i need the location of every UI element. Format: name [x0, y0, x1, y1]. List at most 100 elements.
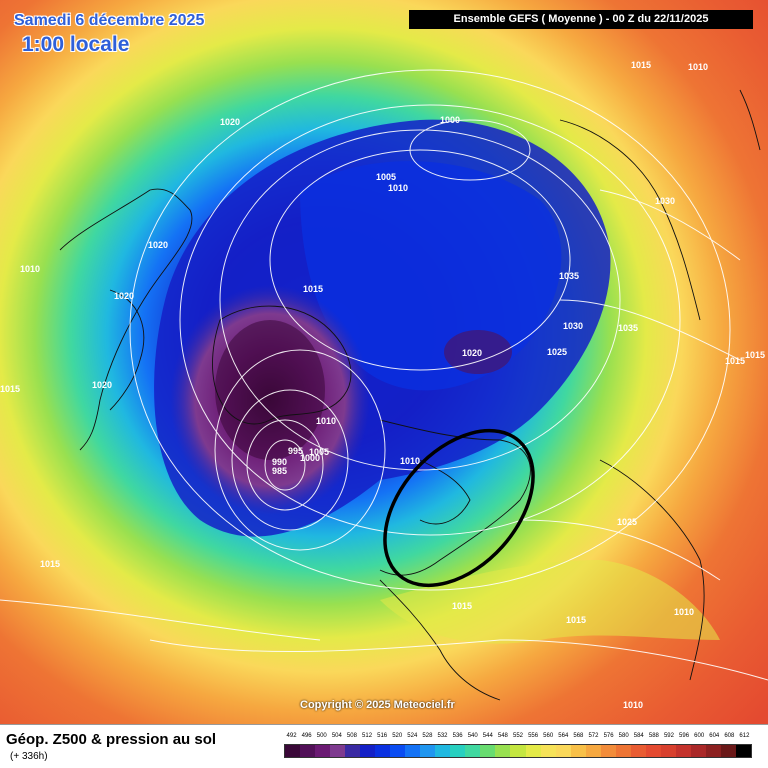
color-scale-labels: 492 496 500 504 508 512 516 520 524 528 532 536 540 5… — [284, 733, 752, 743]
isobar-label: 1025 — [617, 517, 637, 527]
isobar-label: 1010 — [20, 264, 40, 274]
scale-label: 544 — [482, 733, 493, 739]
scale-swatch — [600, 745, 616, 757]
scale-label: 504 — [331, 733, 342, 739]
europe-ridge — [380, 560, 720, 644]
scale-label: 500 — [316, 733, 327, 739]
scale-swatch — [645, 745, 661, 757]
scale-swatch — [450, 745, 466, 757]
isobar-label: 1015 — [631, 60, 651, 70]
forecast-date: Samedi 6 décembre 2025 — [14, 12, 205, 29]
scale-swatch — [660, 745, 676, 757]
isobar-label: 1015 — [725, 356, 745, 366]
scale-swatch — [615, 745, 631, 757]
scale-swatch — [735, 745, 751, 757]
scale-label: 564 — [558, 733, 569, 739]
scale-swatch — [330, 745, 346, 757]
highlight-ellipse — [383, 428, 535, 588]
isobar-label: 1015 — [303, 284, 323, 294]
scale-swatch — [525, 745, 541, 757]
scale-swatch — [585, 745, 601, 757]
scale-swatch — [495, 745, 511, 757]
isobar-label: 990 — [272, 457, 287, 467]
isobar-label: 1035 — [559, 271, 579, 281]
scale-label: 540 — [467, 733, 478, 739]
scale-label: 576 — [603, 733, 614, 739]
scale-label: 580 — [618, 733, 629, 739]
isobar-label: 1010 — [316, 416, 336, 426]
scale-label: 608 — [724, 733, 735, 739]
isobar-label: 1005 — [376, 172, 396, 182]
isobar-label: 1020 — [462, 348, 482, 358]
scale-swatch — [435, 745, 451, 757]
scale-swatch — [315, 745, 331, 757]
legend-bar: Géop. Z500 & pression au sol (+ 336h) 49… — [0, 724, 768, 768]
scale-swatch — [420, 745, 436, 757]
trough-center — [215, 320, 325, 460]
scale-swatch — [510, 745, 526, 757]
scale-label: 588 — [648, 733, 659, 739]
scale-swatch — [345, 745, 361, 757]
scale-label: 548 — [497, 733, 508, 739]
scale-label: 556 — [528, 733, 539, 739]
forecast-local-time: 1:00 locale — [22, 33, 130, 56]
scale-label: 560 — [543, 733, 554, 739]
scale-label: 596 — [679, 733, 690, 739]
isobar-label: 1015 — [40, 559, 60, 569]
lead-time: (+ 336h) — [10, 751, 48, 762]
scale-label: 568 — [573, 733, 584, 739]
isobar-label: 1020 — [148, 240, 168, 250]
scale-label: 512 — [362, 733, 373, 739]
scale-swatch — [705, 745, 721, 757]
scale-label: 584 — [633, 733, 644, 739]
scale-swatch — [690, 745, 706, 757]
scale-swatch — [405, 745, 421, 757]
model-run-label: Ensemble GEFS ( Moyenne ) - 00 Z du 22/1… — [409, 10, 753, 29]
isobar-contours — [0, 69, 768, 681]
isobar-label: 1025 — [547, 347, 567, 357]
scale-label: 572 — [588, 733, 599, 739]
isobar-label: 1010 — [674, 607, 694, 617]
scale-label: 496 — [301, 733, 312, 739]
scale-swatch — [630, 745, 646, 757]
scale-swatch — [570, 745, 586, 757]
isobar-label: 995 — [288, 446, 303, 456]
isobar-label: 1015 — [745, 350, 765, 360]
isobar-label: 1000 — [440, 115, 460, 125]
scale-label: 516 — [377, 733, 388, 739]
scale-label: 536 — [452, 733, 463, 739]
scale-label: 612 — [739, 733, 750, 739]
isobar-label: 1020 — [92, 380, 112, 390]
color-scale — [284, 744, 752, 758]
product-title: Géop. Z500 & pression au sol — [6, 731, 217, 748]
scale-label: 508 — [346, 733, 357, 739]
copyright-notice: Copyright © 2025 Meteociel.fr — [300, 699, 455, 711]
scale-swatch — [675, 745, 691, 757]
isobar-label: 1010 — [623, 700, 643, 710]
scale-label: 528 — [422, 733, 433, 739]
isobar-label: 1030 — [563, 321, 583, 331]
scale-label: 524 — [407, 733, 418, 739]
east-low-core — [444, 330, 512, 374]
coastlines — [59, 89, 761, 701]
isobar-label: 1010 — [388, 183, 408, 193]
isobar-label: 1000 — [300, 453, 320, 463]
scale-swatch — [480, 745, 496, 757]
isobar-label: 1020 — [114, 291, 134, 301]
scale-swatch — [285, 745, 301, 757]
isobar-label: 1015 — [452, 601, 472, 611]
scale-swatch — [465, 745, 481, 757]
scale-label: 552 — [512, 733, 524, 739]
scale-label: 532 — [437, 733, 448, 739]
scale-swatch — [390, 745, 406, 757]
scale-label: 592 — [663, 733, 674, 739]
scale-swatch — [360, 745, 376, 757]
isobar-label: 1015 — [566, 615, 586, 625]
geopotential-map: 1020 1000 1015 1010 1005 1010 1030 1010 … — [0, 0, 768, 724]
isobar-label: 1005 — [309, 447, 329, 457]
isobar-label: 1020 — [220, 117, 240, 127]
scale-swatch — [540, 745, 556, 757]
isobar-label: 985 — [272, 466, 287, 476]
isobar-label: 1010 — [400, 456, 420, 466]
